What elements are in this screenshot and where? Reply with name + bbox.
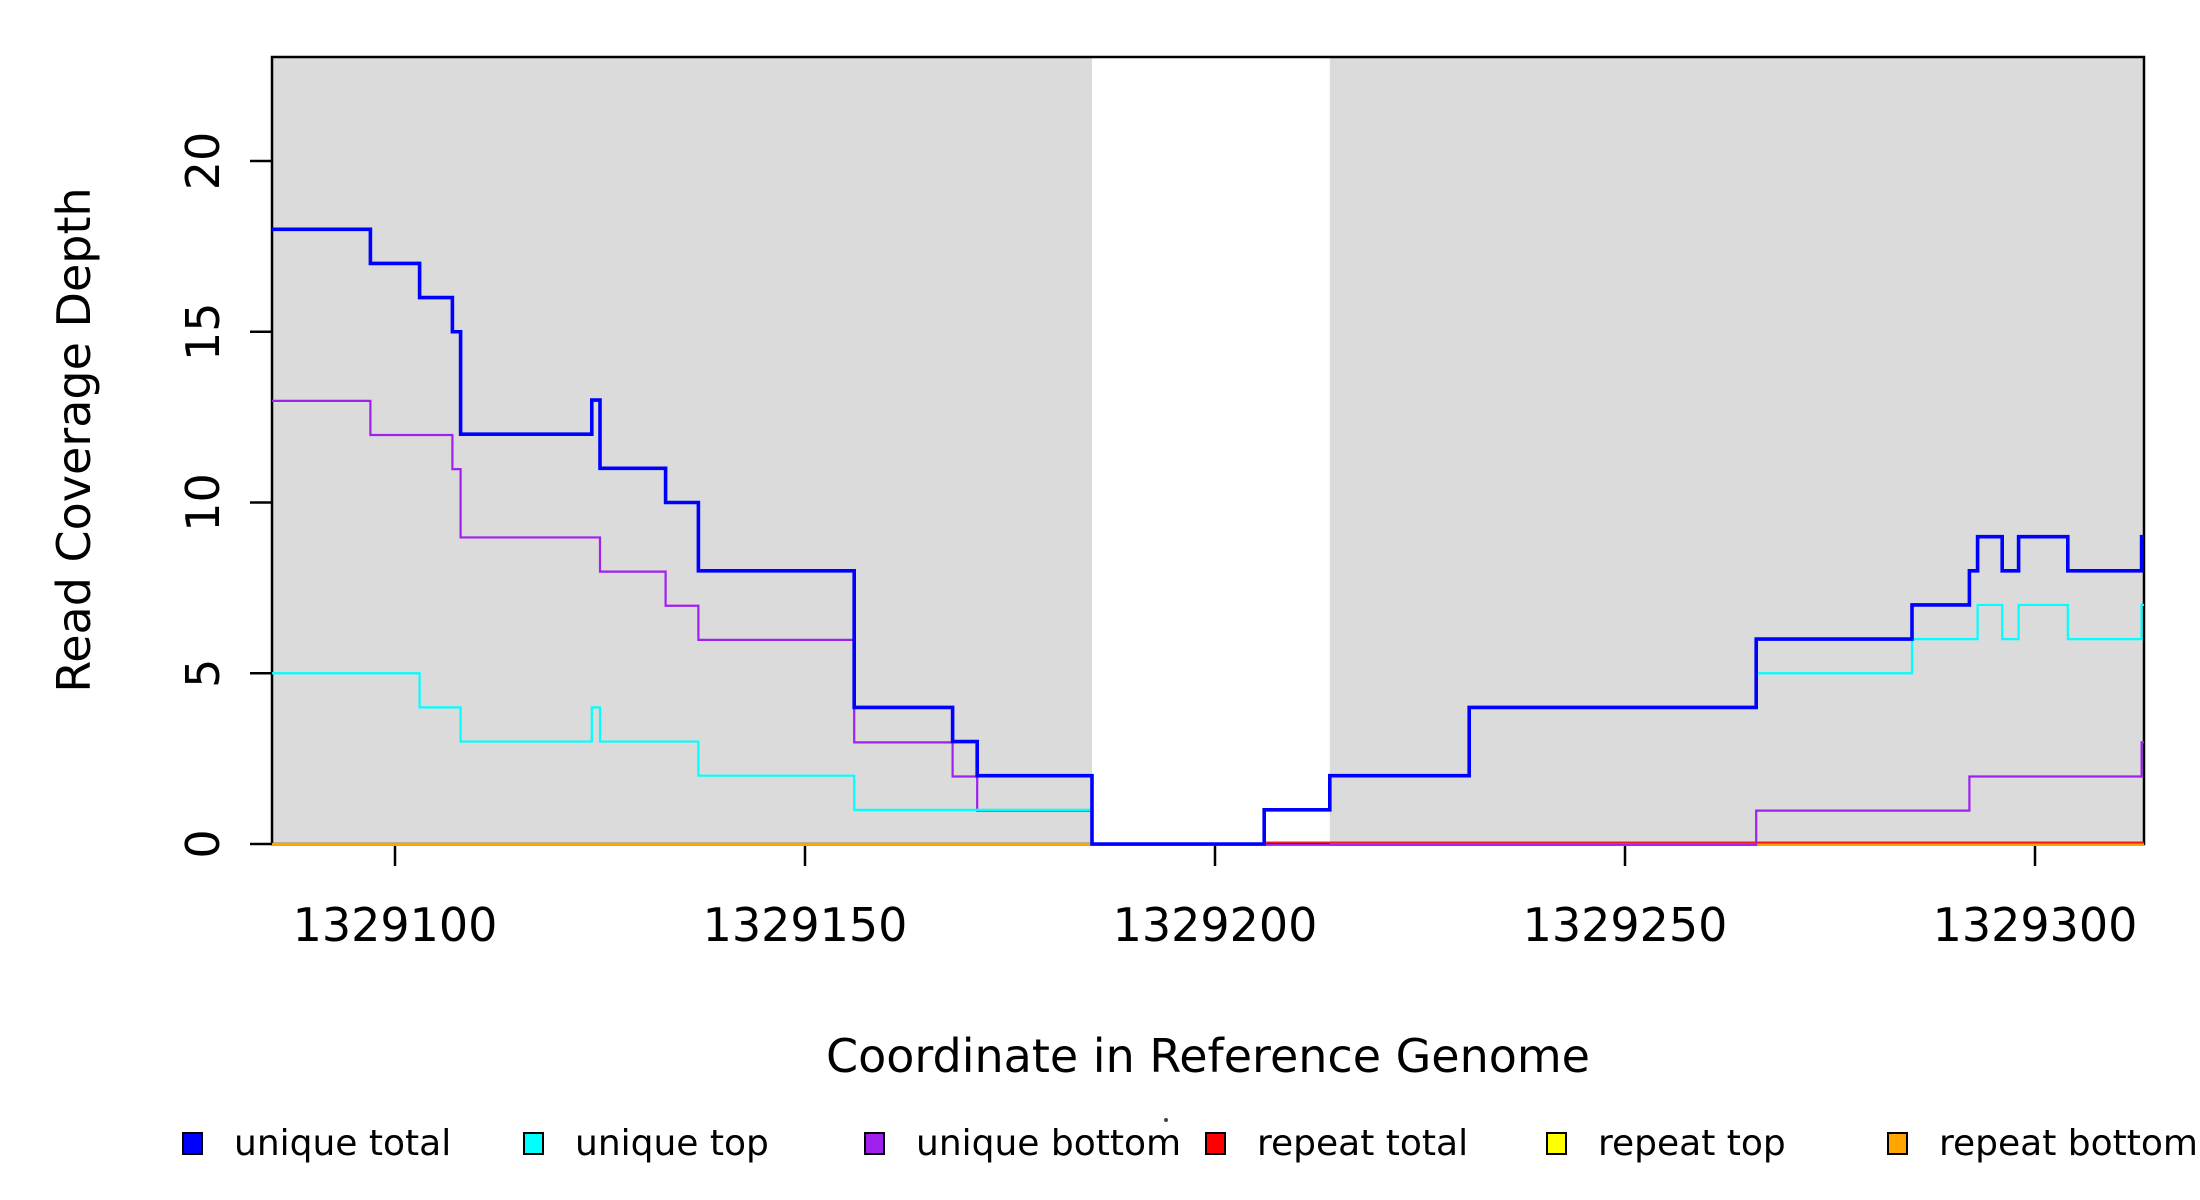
legend-item-unique-top: unique top <box>523 1123 769 1164</box>
repeat-top-swatch-icon <box>1546 1131 1567 1155</box>
legend-label: unique bottom <box>916 1122 1182 1164</box>
shaded-region <box>1329 57 2145 844</box>
y-tick-label: 0 <box>176 829 230 858</box>
legend: unique total unique top unique bottom repea… <box>0 1123 2200 1190</box>
y-axis-title: Read Coverage Depth <box>47 187 101 692</box>
x-tick-label: 1329250 <box>1523 898 1728 952</box>
x-tick-label: 1329100 <box>293 898 498 952</box>
unique-top-swatch-icon <box>523 1131 544 1155</box>
shaded-region <box>272 57 1092 844</box>
legend-item-repeat-total: repeat total <box>1205 1123 1468 1164</box>
legend-item-unique-total: unique total <box>182 1123 451 1164</box>
x-tick-label: 1329300 <box>1933 898 2138 952</box>
y-tick-label: 5 <box>176 659 230 688</box>
unique-bottom-swatch-icon <box>864 1131 885 1155</box>
x-tick-label: 1329200 <box>1113 898 1318 952</box>
legend-item-unique-bottom: unique bottom <box>864 1123 1181 1164</box>
plot-area: 1329100 1329150 1329200 1329250 1329300 0 5 10 1… <box>176 55 2146 952</box>
repeat-total-swatch-icon <box>1205 1131 1226 1155</box>
y-tick-label: 10 <box>176 473 230 532</box>
x-axis-title: Coordinate in Reference Genome <box>826 1029 1590 1083</box>
series-unique-total <box>272 227 2145 846</box>
legend-item-repeat-bottom: repeat bottom <box>1887 1123 2198 1164</box>
legend-label: repeat top <box>1598 1122 1786 1164</box>
legend-artifact-dot <box>1164 1118 1168 1122</box>
legend-label: repeat total <box>1257 1122 1469 1164</box>
legend-label: repeat bottom <box>1939 1122 2198 1164</box>
y-tick-label: 20 <box>176 132 230 191</box>
y-tick-label: 15 <box>176 302 230 361</box>
unique-total-swatch-icon <box>182 1131 203 1155</box>
legend-item-repeat-top: repeat top <box>1546 1123 1786 1164</box>
legend-label: unique top <box>575 1122 769 1164</box>
repeat-bottom-swatch-icon <box>1887 1131 1908 1155</box>
x-tick-label: 1329150 <box>703 898 908 952</box>
legend-label: unique total <box>234 1122 452 1164</box>
